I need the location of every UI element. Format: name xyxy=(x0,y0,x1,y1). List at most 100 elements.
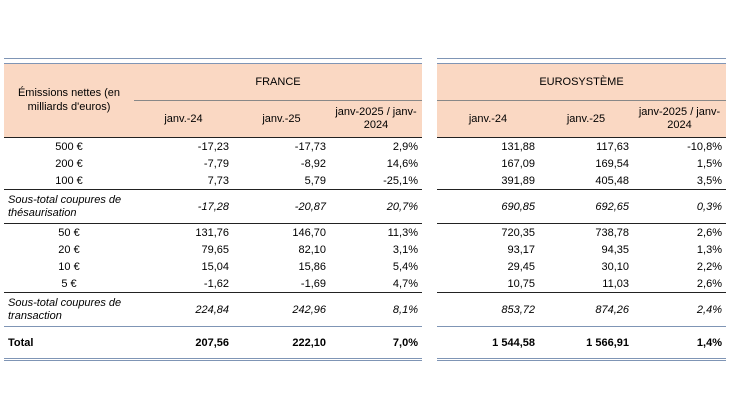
cell: 242,96 xyxy=(233,292,330,327)
cell: 8,1% xyxy=(330,292,422,327)
cell: 11,3% xyxy=(330,223,422,241)
col-header: janv.-25 xyxy=(233,100,330,138)
table-row: 5 € -1,62 -1,69 4,7% xyxy=(4,275,422,293)
cell: 224,84 xyxy=(134,292,233,327)
cell: 690,85 xyxy=(437,189,539,224)
table-row: 500 € -17,23 -17,73 2,9% xyxy=(4,137,422,155)
cell: 2,6% xyxy=(696,277,722,290)
cell: -17,73 xyxy=(233,137,330,155)
subtotal-row: Sous-total coupures de thésaurisation -1… xyxy=(4,189,422,224)
cell: -7,79 xyxy=(203,157,229,170)
cell: 93,17 xyxy=(507,243,535,256)
cell: 117,63 xyxy=(539,137,633,155)
col-header: janv-2025 / janv-2024 xyxy=(633,100,726,138)
total-row: Total 207,56 222,10 7,0% xyxy=(4,326,422,361)
cell: -10,8% xyxy=(633,137,726,155)
table-row: 131,88 117,63 -10,8% xyxy=(437,137,726,155)
cell: 7,73 xyxy=(207,174,229,187)
cell: 3,5% xyxy=(696,174,722,187)
cell: 131,76 xyxy=(134,223,233,241)
cell: 15,86 xyxy=(298,260,326,273)
cell: 2,4% xyxy=(633,292,726,327)
cell: -20,87 xyxy=(233,189,330,224)
row-label: 100 € xyxy=(55,174,83,187)
cell: 146,70 xyxy=(233,223,330,241)
group-header-eurosystem: EUROSYSTÈME xyxy=(437,63,726,101)
cell: 2,9% xyxy=(330,137,422,155)
subtotal-row: 690,85 692,65 0,3% xyxy=(437,189,726,224)
table-row: 391,89 405,48 3,5% xyxy=(437,172,726,190)
cell: 82,10 xyxy=(298,243,326,256)
cell: 3,1% xyxy=(392,243,418,256)
row-label: Sous-total coupures de thésaurisation xyxy=(4,189,134,224)
top-rule xyxy=(437,58,726,64)
table-row: 93,17 94,35 1,3% xyxy=(437,241,726,258)
cell: 167,09 xyxy=(501,157,535,170)
row-label: 200 € xyxy=(55,157,83,170)
col-header: janv.-24 xyxy=(437,100,539,138)
cell: 20,7% xyxy=(330,189,422,224)
cell: 738,78 xyxy=(539,223,633,241)
cell: 1 566,91 xyxy=(539,326,633,361)
cell: 11,03 xyxy=(602,277,629,290)
table-row: 20 € 79,65 82,10 3,1% xyxy=(4,241,422,258)
cell: 1,5% xyxy=(696,157,722,170)
cell: -25,1% xyxy=(383,174,418,187)
cell: -17,28 xyxy=(134,189,233,224)
top-rule xyxy=(4,58,422,64)
cell: 131,88 xyxy=(437,137,539,155)
table-row: 10 € 15,04 15,86 5,4% xyxy=(4,258,422,275)
total-row: 1 544,58 1 566,91 1,4% xyxy=(437,326,726,361)
cell: 2,6% xyxy=(633,223,726,241)
cell: 2,2% xyxy=(696,260,722,273)
cell: 29,45 xyxy=(507,260,535,273)
cell: 30,10 xyxy=(601,260,629,273)
subtotal-row: 853,72 874,26 2,4% xyxy=(437,292,726,327)
cell: 79,65 xyxy=(201,243,229,256)
france-table: Émissions nettes (en milliards d'euros) … xyxy=(4,58,422,361)
cell: 5,79 xyxy=(304,174,326,187)
cell: 10,75 xyxy=(507,277,535,290)
row-label: 5 € xyxy=(61,277,77,290)
col-header: janv.-25 xyxy=(539,100,633,138)
cell: 5,4% xyxy=(392,260,418,273)
cell: 1,4% xyxy=(633,326,726,361)
cell: 7,0% xyxy=(330,326,422,361)
cell: 207,56 xyxy=(134,326,233,361)
table-row: 29,45 30,10 2,2% xyxy=(437,258,726,275)
subtotal-row: Sous-total coupures de transaction 224,8… xyxy=(4,292,422,327)
row-label: 500 € xyxy=(4,137,134,155)
cell: -1,62 xyxy=(203,277,229,290)
cell: 692,65 xyxy=(539,189,633,224)
cell: 391,89 xyxy=(501,174,535,187)
cell: -17,23 xyxy=(134,137,233,155)
table-row: 100 € 7,73 5,79 -25,1% xyxy=(4,172,422,190)
row-label: 20 € xyxy=(58,243,80,256)
table-row: 167,09 169,54 1,5% xyxy=(437,155,726,172)
cell: 405,48 xyxy=(595,174,629,187)
table-row: 720,35 738,78 2,6% xyxy=(437,223,726,241)
table-row: 50 € 131,76 146,70 11,3% xyxy=(4,223,422,241)
group-header-france: FRANCE xyxy=(134,63,422,101)
table-row: 10,75 11,03 2,6% xyxy=(437,275,726,293)
cell: -8,92 xyxy=(300,157,326,170)
row-label: 10 € xyxy=(58,260,80,273)
cell: 874,26 xyxy=(539,292,633,327)
eurosystem-table: EUROSYSTÈME janv.-24 janv.-25 janv-2025 … xyxy=(437,58,726,361)
cell: 94,35 xyxy=(601,243,629,256)
col-header: janv-2025 / janv-2024 xyxy=(330,100,422,138)
row-label: Sous-total coupures de transaction xyxy=(4,292,134,327)
cell: 720,35 xyxy=(437,223,539,241)
cell: 1,3% xyxy=(696,243,722,256)
cell: 853,72 xyxy=(437,292,539,327)
col-header: janv.-24 xyxy=(134,100,233,138)
row-header: Émissions nettes (en milliards d'euros) xyxy=(4,63,134,138)
cell: 0,3% xyxy=(633,189,726,224)
cell: 15,04 xyxy=(201,260,229,273)
cell: 14,6% xyxy=(386,157,418,170)
cell: -1,69 xyxy=(300,277,326,290)
row-label: Total xyxy=(4,326,134,361)
row-label: 50 € xyxy=(4,223,134,241)
table-row: 200 € -7,79 -8,92 14,6% xyxy=(4,155,422,172)
cell: 222,10 xyxy=(233,326,330,361)
